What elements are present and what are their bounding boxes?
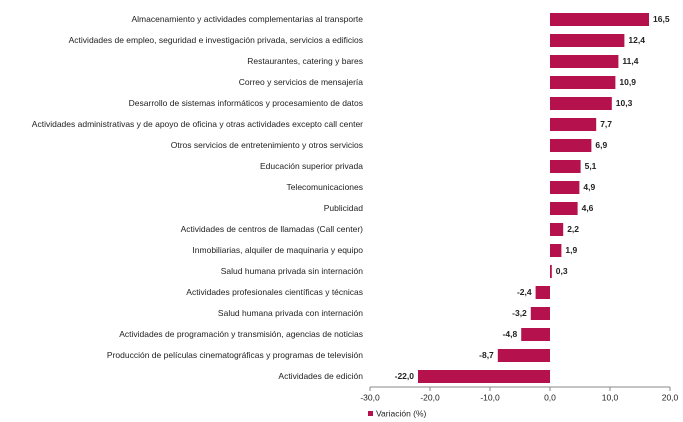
value-label: 6,9 bbox=[595, 140, 607, 150]
x-tick-label: 0,0 bbox=[544, 392, 556, 402]
y-tick-label: Educación superior privada bbox=[260, 161, 363, 171]
bar bbox=[550, 181, 580, 194]
legend-swatch bbox=[368, 411, 373, 416]
bar bbox=[521, 328, 550, 341]
x-tick-label: -30,0 bbox=[360, 392, 380, 402]
y-tick-label: Inmobiliarias, alquiler de maquinaria y … bbox=[192, 245, 363, 255]
y-tick-label: Restaurantes, catering y bares bbox=[247, 56, 363, 66]
bar bbox=[535, 286, 550, 299]
value-label: 12,4 bbox=[628, 35, 645, 45]
bar bbox=[550, 265, 552, 278]
bar bbox=[550, 244, 562, 257]
y-tick-label: Actividades profesionales científicas y … bbox=[186, 287, 363, 297]
bar bbox=[550, 202, 578, 215]
bar bbox=[418, 370, 550, 383]
value-label: -2,4 bbox=[517, 287, 532, 297]
value-label: -22,0 bbox=[395, 371, 415, 381]
y-tick-label: Publicidad bbox=[324, 203, 363, 213]
value-label: 2,2 bbox=[567, 224, 579, 234]
value-label: -3,2 bbox=[512, 308, 527, 318]
y-tick-label: Salud humana privada con internación bbox=[218, 308, 363, 318]
y-tick-label: Otros servicios de entretenimiento y otr… bbox=[171, 140, 363, 150]
y-tick-label: Correo y servicios de mensajería bbox=[239, 77, 364, 87]
bar bbox=[550, 223, 564, 236]
y-tick-label: Actividades administrativas y de apoyo d… bbox=[32, 119, 363, 129]
value-label: 10,3 bbox=[616, 98, 633, 108]
y-tick-label: Telecomunicaciones bbox=[286, 182, 363, 192]
y-tick-label: Actividades de empleo, seguridad e inves… bbox=[69, 35, 363, 45]
x-tick-label: -10,0 bbox=[480, 392, 500, 402]
x-tick-label: 10,0 bbox=[602, 392, 619, 402]
value-label: 5,1 bbox=[585, 161, 597, 171]
y-tick-label: Actividades de programación y transmisió… bbox=[119, 329, 363, 339]
x-tick-label: 20,0 bbox=[662, 392, 679, 402]
bar bbox=[497, 349, 550, 362]
value-label: -8,7 bbox=[479, 350, 494, 360]
value-label: 10,9 bbox=[619, 77, 636, 87]
bar bbox=[530, 307, 550, 320]
y-tick-label: Producción de películas cinematográficas… bbox=[107, 350, 363, 360]
value-label: 4,6 bbox=[582, 203, 594, 213]
value-label: 16,5 bbox=[653, 14, 670, 24]
value-label: 7,7 bbox=[600, 119, 612, 129]
bar bbox=[550, 76, 616, 89]
x-tick-label: -20,0 bbox=[420, 392, 440, 402]
bar bbox=[550, 160, 581, 173]
y-tick-label: Desarrollo de sistemas informáticos y pr… bbox=[129, 98, 363, 108]
y-tick-label: Almacenamiento y actividades complementa… bbox=[131, 14, 363, 24]
bar bbox=[550, 13, 649, 26]
bar bbox=[550, 139, 592, 152]
legend-label: Variación (%) bbox=[376, 408, 427, 418]
value-label: 11,4 bbox=[622, 56, 638, 66]
y-tick-label: Actividades de edición bbox=[278, 371, 363, 381]
bar bbox=[550, 97, 612, 110]
bar bbox=[550, 118, 597, 131]
value-label: 4,9 bbox=[583, 182, 595, 192]
y-tick-label: Salud humana privada sin internación bbox=[221, 266, 364, 276]
y-tick-label: Actividades de centros de llamadas (Call… bbox=[181, 224, 364, 234]
value-label: 0,3 bbox=[556, 266, 568, 276]
bar bbox=[550, 55, 619, 68]
value-label: 1,9 bbox=[565, 245, 577, 255]
value-label: -4,8 bbox=[503, 329, 518, 339]
bar bbox=[550, 34, 625, 47]
